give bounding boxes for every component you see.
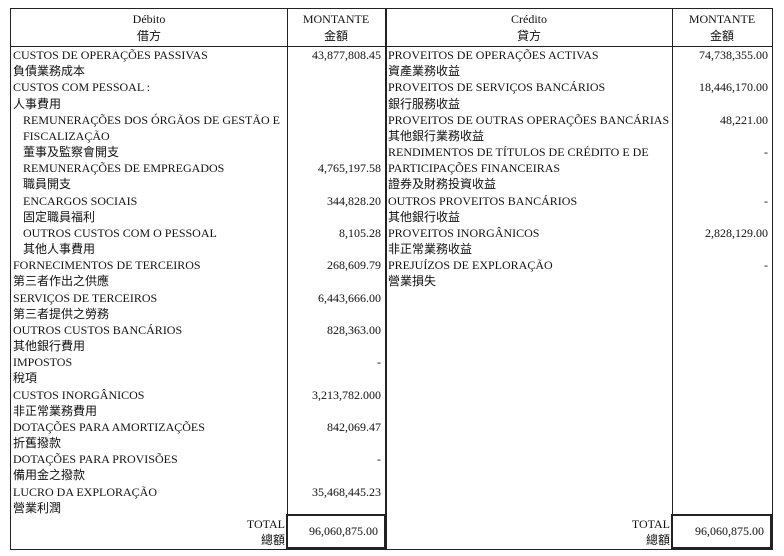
debit-item-line: 非正常業務費用 [13,403,98,418]
amount-title-zh: 金額 [323,29,348,43]
credit-title-zh: 貸方 [516,29,541,43]
debit-item-amount: 3,213,782.000 [312,387,381,402]
debit-item-line: 第三者作出之供應 [13,274,110,289]
credit-amount-header: MONTANTE 金額 [672,11,772,47]
credit-item-amount: 2,828,129.00 [705,225,768,240]
credit-item-line: 其他銀行收益 [388,209,461,224]
debit-item-line: CUSTOS INORGÂNICOS [13,387,145,402]
profit-loss-table: Débito 借方 MONTANTE 金額 Crédito 貸方 MONTANT… [10,8,773,550]
credit-total-label: TOTAL 總額 [386,516,670,548]
debit-item-line: 營業利潤 [13,500,62,515]
debit-item-line: 備用金之撥款 [13,468,86,483]
debit-item-amount: - [377,452,381,467]
credit-item-amount: - [764,193,768,208]
credit-item-line: RENDIMENTOS DE TÍTULOS DE CRÉDITO E DE [388,145,649,160]
debit-title: Débito [132,12,166,26]
credit-item-amount: 18,446,170.00 [699,80,768,95]
total-label: TOTAL [631,517,670,531]
debit-item-line: CUSTOS DE OPERAÇÕES PASSIVAS [13,48,208,62]
amount-title: MONTANTE [688,12,756,26]
debit-item-line: 折舊撥款 [13,436,62,451]
debit-total-label: TOTAL 總額 [11,516,285,548]
credit-item-line: PROVEITOS DE OUTRAS OPERAÇÕES BANCÁRIAS [388,112,670,127]
debit-item-line: SERVIÇOS DE TERCEIROS [13,290,158,305]
credit-item-amount: 48,221.00 [720,112,768,127]
credit-item-amount: 74,738,355.00 [699,48,768,62]
debit-item-line: 固定職員福利 [23,209,96,224]
credit-item-line: 營業損失 [388,274,437,289]
credit-header: Crédito 貸方 [386,11,672,47]
debit-item-line: OUTROS CUSTOS BANCÁRIOS [13,322,183,337]
debit-item-amount: 344,828.20 [327,193,381,208]
debit-item-line: 董事及監察會開支 [23,145,120,160]
amount-title: MONTANTE [302,12,370,26]
total-label-zh: 總額 [260,533,285,547]
debit-item-line: FORNECIMENTOS DE TERCEIROS [13,258,201,273]
credit-title: Crédito [511,12,547,26]
debit-item-line: REMUNERAÇÕES DOS ÓRGÃOS DE GESTÃO E [23,112,281,127]
debit-item-line: 第三者提供之勞務 [13,306,110,321]
debit-item-amount: 43,877,808.45 [312,48,381,62]
credit-item-line: PREJUÍZOS DE EXPLORAÇÃO [388,258,553,273]
credit-item-amount: - [764,145,768,160]
credit-item-line: 銀行服務收益 [388,96,461,111]
debit-item-line: 人事費用 [13,96,62,111]
credit-item-line: PARTICIPAÇÕES FINANCEIRAS [388,161,561,176]
total-label: TOTAL [246,517,285,531]
credit-item-line: 非正常業務收益 [388,242,473,257]
credit-item-line: 其他銀行業務收益 [388,128,485,143]
debit-item-amount: 842,069.47 [327,419,381,434]
debit-item-amount: 4,765,197.58 [318,161,381,176]
credit-item-line: 證券及財務投資收益 [388,177,497,192]
amount-title-zh: 金額 [709,29,734,43]
debit-item-line: 職員開支 [23,177,72,192]
debit-item-line: FISCALIZAÇÃO [23,128,110,143]
credit-item-line: PROVEITOS DE OPERAÇÕES ACTIVAS [388,48,599,62]
debit-title-zh: 借方 [136,29,161,43]
debit-total-amount: 96,060,875.00 [286,514,386,549]
credit-item-line: PROVEITOS INORGÂNICOS [388,225,540,240]
credit-item-line: PROVEITOS DE SERVIÇOS BANCÁRIOS [388,80,606,95]
debit-item-amount: 8,105.28 [339,225,381,240]
debit-item-amount: 6,443,666.00 [318,290,381,305]
total-label-zh: 總額 [645,533,670,547]
debit-amount-header: MONTANTE 金額 [287,11,385,47]
debit-item-line: DOTAÇÕES PARA PROVISÕES [13,452,178,467]
debit-item-line: ENCARGOS SOCIAIS [23,193,138,208]
column-divider [672,9,673,549]
header-divider [11,46,772,47]
debit-item-line: 負債業務成本 [13,64,86,79]
credit-item-line: OUTROS PROVEITOS BANCÁRIOS [388,193,578,208]
debit-item-line: 其他銀行費用 [13,339,86,354]
debit-item-amount: 35,468,445.23 [312,484,381,499]
debit-item-line: 其他人事費用 [23,242,96,257]
debit-item-amount: 268,609.79 [327,258,381,273]
column-divider [287,9,288,549]
credit-item-amount: - [764,258,768,273]
debit-item-line: 稅項 [13,371,38,386]
credit-item-line: 資產業務收益 [388,64,461,79]
debit-item-amount: 828,363.00 [327,322,381,337]
debit-item-line: LUCRO DA EXPLORAÇÃO [13,484,158,499]
debit-item-line: DOTAÇÕES PARA AMORTIZAÇÕES [13,419,205,434]
debit-item-line: CUSTOS COM PESSOAL : [13,80,151,95]
debit-item-line: OUTROS CUSTOS COM O PESSOAL [23,225,217,240]
debit-item-line: IMPOSTOS [13,355,73,370]
debit-item-amount: - [377,355,381,370]
debit-header: Débito 借方 [11,11,287,47]
debit-item-line: REMUNERAÇÕES DE EMPREGADOS [23,161,225,176]
column-divider [385,9,387,549]
credit-total-amount: 96,060,875.00 [671,514,772,549]
